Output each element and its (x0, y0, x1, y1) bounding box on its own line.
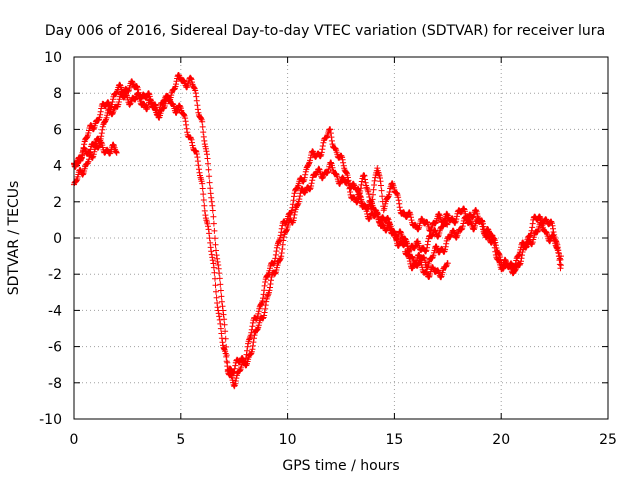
y-tick-label: 10 (44, 50, 62, 66)
tick-labels: 0 5 10 15 20 25 -10 -8 -6 -4 -2 0 2 4 6 8 10 (39, 50, 617, 448)
y-axis-label: SDTVAR / TECUs (6, 181, 22, 296)
data-point-markers (71, 72, 564, 377)
y-tick-label: -2 (48, 267, 62, 283)
series-2 (71, 72, 564, 377)
axis-ticks (73, 56, 609, 420)
series-4 (355, 165, 451, 234)
chart-title: Day 006 of 2016, Sidereal Day-to-day VTE… (45, 23, 605, 39)
y-tick-label: -6 (48, 340, 62, 356)
series-1 (71, 90, 564, 390)
x-tick-label: 10 (279, 432, 297, 448)
x-tick-label: 0 (70, 432, 79, 448)
x-axis-label: GPS time / hours (282, 458, 399, 474)
plot-frame (73, 56, 609, 420)
x-tick-label: 15 (385, 432, 403, 448)
y-tick-label: 8 (53, 86, 62, 102)
gridlines (74, 57, 608, 419)
data-point-markers (71, 90, 564, 390)
y-tick-label: 0 (53, 231, 62, 247)
x-tick-label: 20 (492, 432, 510, 448)
data-point-markers (402, 248, 451, 281)
x-tick-label: 25 (599, 432, 617, 448)
series-5 (402, 248, 451, 281)
y-tick-label: -10 (39, 412, 62, 428)
data-point-markers (355, 165, 451, 234)
y-tick-label: 6 (53, 122, 62, 138)
y-tick-label: -4 (48, 303, 62, 319)
y-tick-label: -8 (48, 376, 62, 392)
x-tick-label: 5 (176, 432, 185, 448)
y-tick-label: 2 (53, 195, 62, 211)
y-tick-label: 4 (53, 159, 62, 175)
data-marks (71, 72, 564, 390)
